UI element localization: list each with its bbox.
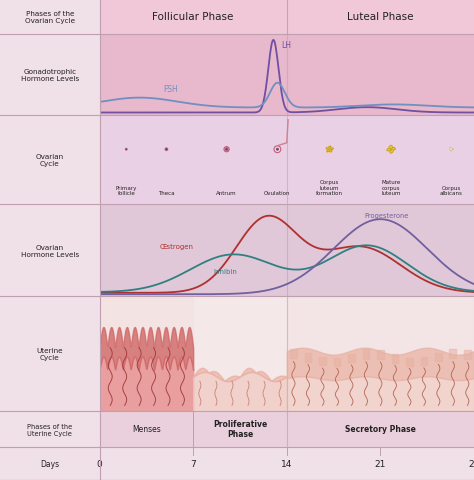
Text: Antrum: Antrum: [216, 191, 237, 196]
Ellipse shape: [224, 147, 229, 153]
Text: Luteal Phase: Luteal Phase: [347, 12, 414, 22]
Text: Secretory Phase: Secretory Phase: [345, 424, 416, 433]
Text: Days: Days: [40, 459, 59, 468]
Text: Follicular Phase: Follicular Phase: [153, 12, 234, 22]
Ellipse shape: [165, 149, 168, 151]
Ellipse shape: [274, 146, 281, 153]
Text: LH: LH: [282, 41, 292, 50]
Polygon shape: [387, 146, 395, 154]
Polygon shape: [326, 147, 333, 153]
Text: 28: 28: [468, 459, 474, 468]
Text: Phases of the
Uterine Cycle: Phases of the Uterine Cycle: [27, 423, 73, 436]
Text: Uterine
Cycle: Uterine Cycle: [36, 347, 63, 360]
Text: Theca: Theca: [158, 191, 175, 196]
Text: Ovarian
Cycle: Ovarian Cycle: [36, 154, 64, 167]
Text: Ovarian
Hormone Levels: Ovarian Hormone Levels: [21, 244, 79, 257]
Text: Menses: Menses: [132, 424, 161, 433]
Text: Inhibin: Inhibin: [213, 269, 237, 275]
Polygon shape: [328, 148, 331, 151]
Text: 14: 14: [281, 459, 292, 468]
Text: 21: 21: [375, 459, 386, 468]
Ellipse shape: [226, 149, 228, 151]
Text: Œstrogen: Œstrogen: [160, 243, 194, 250]
Text: Corpus
albicans: Corpus albicans: [440, 185, 463, 196]
Ellipse shape: [126, 149, 127, 151]
Text: Proliferative
Phase: Proliferative Phase: [213, 420, 267, 438]
Text: Progesterone: Progesterone: [365, 213, 409, 219]
Text: Phases of the
Ovarian Cycle: Phases of the Ovarian Cycle: [25, 11, 75, 24]
Text: Mature
corpus
luteum: Mature corpus luteum: [382, 180, 401, 196]
Text: 7: 7: [190, 459, 196, 468]
Text: 0: 0: [97, 459, 102, 468]
Text: Corpus
luteum
formation: Corpus luteum formation: [316, 180, 343, 196]
Text: Ovulation: Ovulation: [264, 191, 291, 196]
Text: Gonadotrophic
Hormone Levels: Gonadotrophic Hormone Levels: [21, 69, 79, 82]
Polygon shape: [450, 148, 453, 152]
Text: FSH: FSH: [164, 85, 179, 94]
Polygon shape: [390, 149, 392, 151]
Ellipse shape: [166, 149, 167, 151]
Ellipse shape: [276, 149, 278, 151]
Text: Primary
follicle: Primary follicle: [116, 185, 137, 196]
Ellipse shape: [225, 148, 228, 152]
